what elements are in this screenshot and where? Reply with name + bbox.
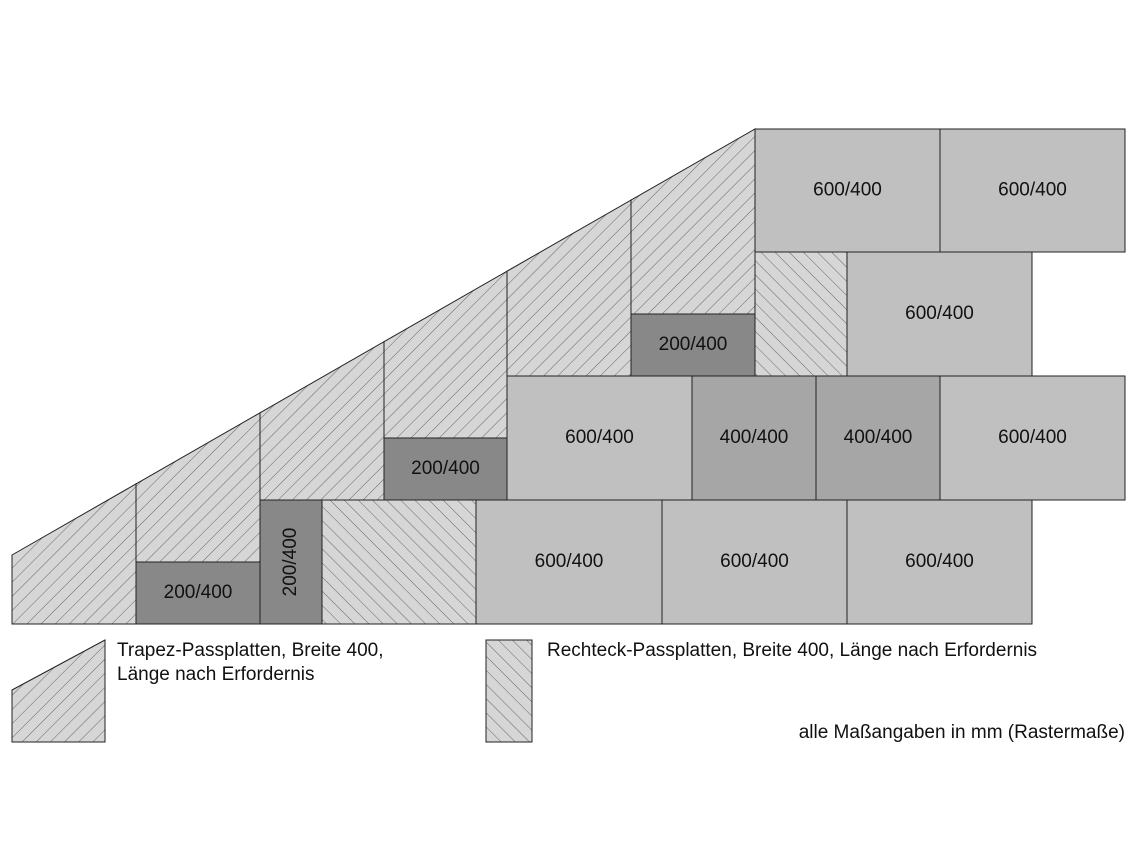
legend-text: Rechteck-Passplatten, Breite 400, Länge … bbox=[547, 640, 1037, 661]
tile-label: 600/400 bbox=[813, 180, 882, 201]
tile-label: 200/400 bbox=[280, 528, 301, 597]
tile bbox=[630, 313, 756, 377]
note: alle Maßangaben in mm (Rastermaße) bbox=[799, 722, 1125, 743]
tile-label: 200/400 bbox=[659, 334, 728, 355]
tile bbox=[846, 499, 1033, 625]
trapezoid-tile bbox=[506, 199, 632, 377]
tile-label: 600/400 bbox=[535, 551, 604, 572]
tiles: 600/400 600/400 600/400 200/400 600/400 400/4… bbox=[11, 128, 1126, 625]
tile-label: 200/400 bbox=[411, 458, 480, 479]
tile-label: 600/400 bbox=[905, 551, 974, 572]
rect-fit-tile bbox=[754, 251, 848, 377]
tile bbox=[661, 499, 848, 625]
legend-text: Trapez-Passplatten, Breite 400, bbox=[117, 640, 384, 661]
tile-label: 400/400 bbox=[720, 427, 789, 448]
trapezoid-tile bbox=[11, 483, 137, 625]
trapezoid-tile bbox=[135, 411, 261, 563]
trapezoid-tile bbox=[383, 270, 508, 439]
tile-label: 600/400 bbox=[905, 303, 974, 324]
tile bbox=[939, 375, 1126, 501]
tile-label: 400/400 bbox=[844, 427, 913, 448]
tile-label: 600/400 bbox=[720, 551, 789, 572]
tile-label: 600/400 bbox=[998, 180, 1067, 201]
legend-rectangle bbox=[485, 639, 533, 743]
tile-label: 600/400 bbox=[998, 427, 1067, 448]
tile-label: 600/400 bbox=[565, 427, 634, 448]
tile bbox=[135, 561, 261, 625]
legend-text: Länge nach Erfordernis bbox=[117, 664, 315, 685]
tile bbox=[754, 128, 941, 253]
tile bbox=[259, 499, 323, 625]
tile bbox=[691, 375, 817, 501]
tile bbox=[383, 437, 508, 501]
tile bbox=[506, 375, 693, 501]
tile bbox=[939, 128, 1126, 253]
tile bbox=[846, 251, 1033, 377]
legend-trapezoid bbox=[11, 639, 106, 743]
trapezoid-tile bbox=[259, 340, 385, 501]
tile bbox=[475, 499, 663, 625]
rect-fit-tile bbox=[321, 499, 477, 625]
trapezoid-tile bbox=[630, 128, 756, 315]
tile-label: 200/400 bbox=[164, 582, 233, 603]
